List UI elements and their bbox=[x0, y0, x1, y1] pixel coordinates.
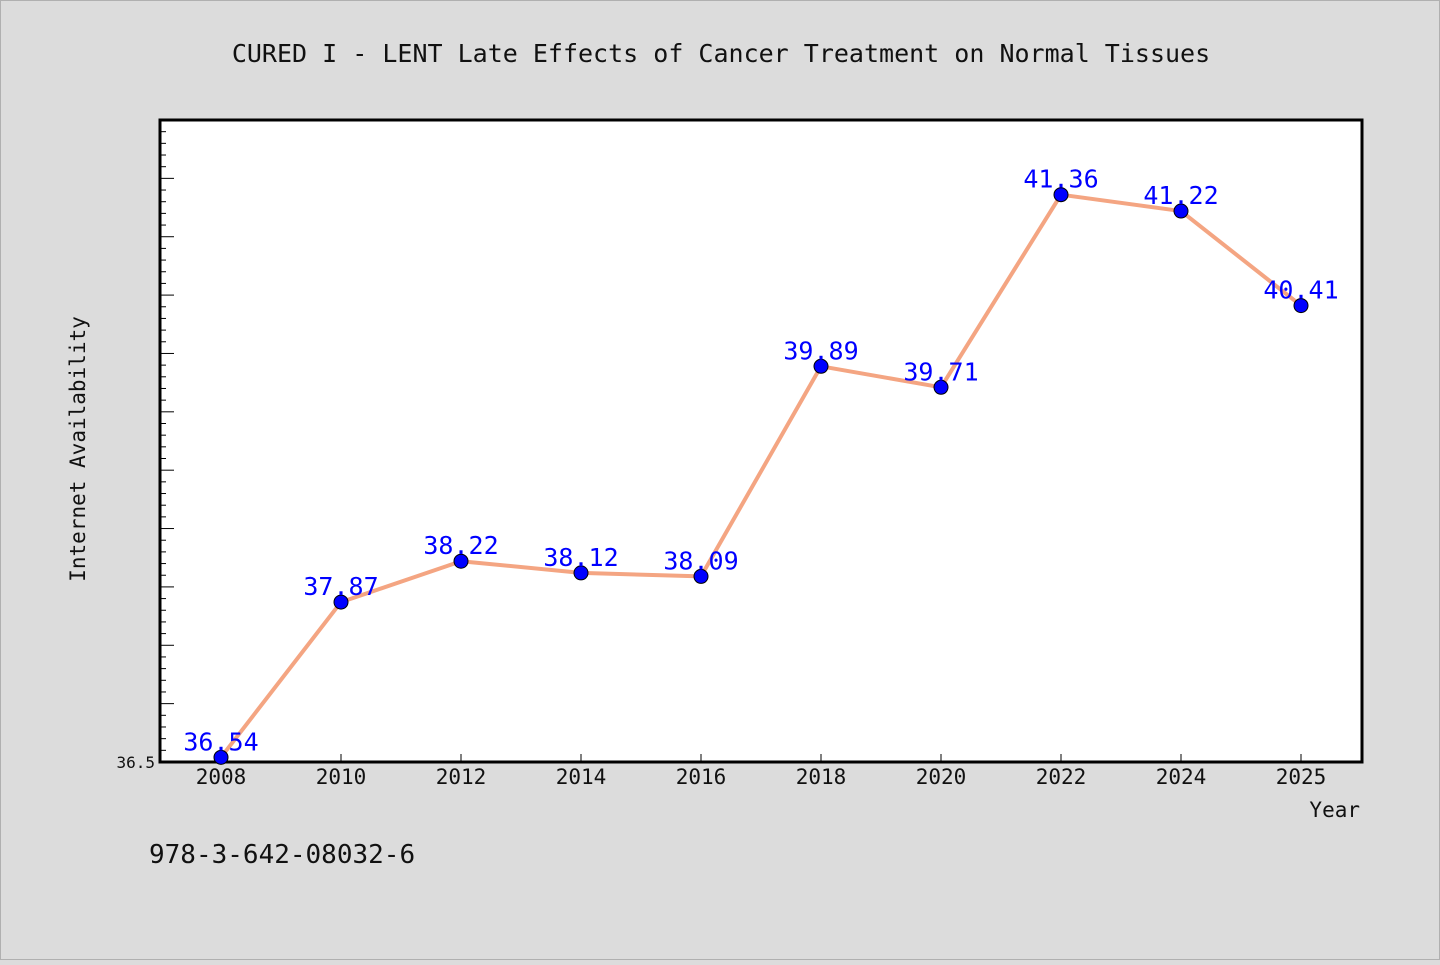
plot-area bbox=[158, 118, 1364, 764]
data-point bbox=[1293, 298, 1309, 314]
data-label: 41.36 bbox=[1023, 165, 1098, 194]
series-line-group bbox=[219, 192, 1303, 759]
data-label: 40.41 bbox=[1263, 276, 1338, 305]
data-label: 39.71 bbox=[903, 357, 978, 386]
data-point bbox=[573, 565, 589, 581]
data-label: 38.09 bbox=[663, 546, 738, 575]
x-tick-label: 2020 bbox=[916, 765, 967, 789]
data-label: 41.22 bbox=[1143, 181, 1218, 210]
x-tick-label: 2025 bbox=[1276, 765, 1327, 789]
x-tick-label: 2022 bbox=[1036, 765, 1087, 789]
x-tick-label: 2010 bbox=[316, 765, 367, 789]
x-tick-label: 2018 bbox=[796, 765, 847, 789]
x-tick-label: 2014 bbox=[556, 765, 607, 789]
data-point bbox=[213, 749, 229, 765]
y-tick-label: 36.5 bbox=[116, 753, 155, 772]
data-point bbox=[813, 358, 829, 374]
x-tick-label: 2012 bbox=[436, 765, 487, 789]
data-label: 37.87 bbox=[303, 572, 378, 601]
x-tick-label: 2008 bbox=[196, 765, 247, 789]
y-axis-ticks: 36.5 bbox=[116, 131, 174, 772]
x-axis-ticks: 2008 2010 2012 2014 2016 2018 2020 2022 2024 2025 bbox=[196, 754, 1327, 789]
series-line bbox=[219, 192, 1303, 759]
data-label: 39.89 bbox=[783, 336, 858, 365]
footer-isbn: 978-3-642-08032-6 bbox=[149, 840, 415, 870]
data-labels: 36.54 37.87 38.22 38.12 38.09 39.89 39.71 41.36… bbox=[183, 165, 1338, 757]
data-markers bbox=[213, 187, 1309, 765]
x-tick-label: 2024 bbox=[1156, 765, 1207, 789]
data-point bbox=[693, 568, 709, 584]
data-point bbox=[333, 594, 349, 610]
x-axis-label: Year bbox=[1309, 798, 1360, 822]
data-point bbox=[1053, 187, 1069, 203]
data-point bbox=[453, 553, 469, 569]
x-tick-label: 2016 bbox=[676, 765, 727, 789]
data-point bbox=[1173, 203, 1189, 219]
chart-title: CURED I - LENT Late Effects of Cancer Tr… bbox=[232, 39, 1210, 68]
y-axis-label: Internet Availability bbox=[66, 316, 90, 582]
data-label: 38.22 bbox=[423, 531, 498, 560]
data-point bbox=[933, 379, 949, 395]
data-label: 36.54 bbox=[183, 727, 258, 756]
data-label: 38.12 bbox=[543, 543, 618, 572]
